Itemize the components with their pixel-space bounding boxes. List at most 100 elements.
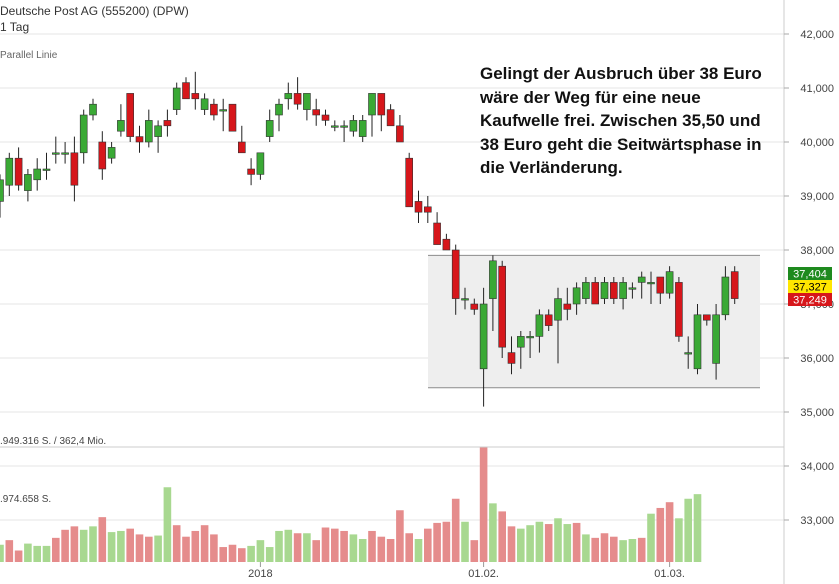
volume-bar — [191, 530, 200, 562]
candle-body — [405, 157, 414, 208]
candle-body — [489, 260, 497, 299]
candle-body — [451, 249, 460, 299]
candle-body — [479, 303, 488, 370]
volume-bar — [79, 529, 88, 562]
volume-bar — [358, 539, 367, 562]
volume-bar — [135, 534, 144, 562]
price-tag-box — [788, 280, 832, 293]
volume-bar — [238, 548, 246, 562]
volume-bar — [163, 487, 172, 562]
candle-body — [51, 152, 60, 155]
price-tick-label: 42,000 — [800, 29, 834, 41]
candle-body — [507, 352, 516, 364]
annotation-line: die Verländerung. — [480, 158, 623, 177]
candle-body — [163, 120, 172, 127]
candle-body — [89, 103, 97, 116]
volume-bar — [637, 537, 646, 562]
volume-bar — [647, 513, 655, 562]
candle-body — [219, 109, 227, 112]
volume-bar — [461, 521, 469, 562]
candle-body — [117, 120, 125, 132]
volume-bar — [340, 530, 348, 562]
volume-bar — [42, 545, 51, 562]
volume-bar — [89, 526, 97, 562]
price-tick-label: 36,000 — [800, 353, 834, 365]
candle-body — [265, 120, 274, 137]
candle-body — [200, 98, 209, 110]
time-tick-label: 01.03. — [654, 568, 685, 580]
candle-body — [293, 93, 302, 105]
candle-body — [563, 303, 572, 310]
chart-title: Deutsche Post AG (555200) (DPW) — [0, 4, 189, 18]
volume-bar — [126, 528, 134, 562]
volume-bar — [526, 525, 534, 562]
time-tick-label: 01.02. — [468, 568, 499, 580]
candle-body — [582, 282, 590, 299]
chart-interval: 1 Tag — [0, 20, 30, 34]
candle-body — [154, 125, 162, 137]
annotation-text: Gelingt der Ausbruch über 38 Euro wäre d… — [480, 62, 780, 180]
volume-bar — [693, 494, 702, 562]
candle-body — [423, 206, 432, 213]
candle-body — [386, 109, 395, 127]
volume-bar — [24, 543, 32, 562]
volume-bar — [256, 540, 265, 562]
volume-bar — [544, 524, 553, 562]
volume-bar — [312, 540, 320, 562]
sideways-channel — [428, 255, 760, 388]
volume-bar — [70, 526, 79, 562]
candle-body — [340, 125, 348, 128]
candle-body — [600, 282, 609, 299]
annotation-line: Gelingt der Ausbruch über 38 Euro — [480, 64, 762, 83]
volume-bar — [303, 533, 311, 562]
volume-bar — [275, 530, 283, 562]
volume-bar — [377, 536, 386, 562]
price-tick-label: 41,000 — [800, 83, 834, 95]
candle-body — [182, 82, 190, 100]
volume-bar — [563, 524, 572, 562]
volume-label-top: .949.316 S. / 362,4 Mio. — [0, 436, 107, 447]
price-tag-box — [788, 293, 832, 306]
volume-bar — [182, 536, 190, 562]
volume-bar — [98, 517, 107, 562]
candle-body — [721, 276, 730, 316]
price-tag-box — [788, 267, 832, 280]
volume-bar — [628, 539, 637, 562]
volume-bar — [517, 528, 525, 562]
candle-body — [79, 114, 88, 154]
candle-body — [303, 93, 311, 110]
volume-bar — [572, 522, 581, 562]
volume-bar — [321, 527, 330, 562]
volume-bar — [433, 522, 441, 562]
volume-bar — [107, 532, 116, 562]
candle-body — [693, 314, 702, 370]
candle-body — [572, 287, 581, 305]
volume-bar — [684, 498, 692, 562]
candle-body — [377, 93, 386, 116]
volume-bar — [582, 534, 590, 562]
candle-body — [470, 303, 479, 310]
candle-body — [70, 152, 79, 186]
volume-bar — [610, 536, 618, 562]
candle-body — [330, 125, 339, 128]
candle-body — [61, 152, 69, 155]
volume-bar — [228, 544, 237, 562]
volume-bar — [145, 536, 153, 562]
candle-body — [358, 120, 367, 137]
annotation-line: Kaufwelle frei. Zwischen 35,50 und — [480, 111, 761, 130]
candle-body — [33, 168, 42, 181]
volume-bar — [498, 511, 506, 562]
candle-body — [526, 336, 534, 339]
candle-body — [284, 93, 293, 100]
candle-body — [238, 141, 246, 154]
candle-body — [461, 298, 469, 301]
volume-bar — [52, 537, 60, 562]
candle-body — [702, 314, 711, 321]
candle-body — [247, 168, 255, 175]
candle-body — [256, 152, 265, 175]
price-tick-label: 38,000 — [800, 245, 834, 257]
volume-bar — [507, 526, 516, 562]
candle-body — [126, 93, 134, 137]
candle-body — [637, 276, 646, 283]
